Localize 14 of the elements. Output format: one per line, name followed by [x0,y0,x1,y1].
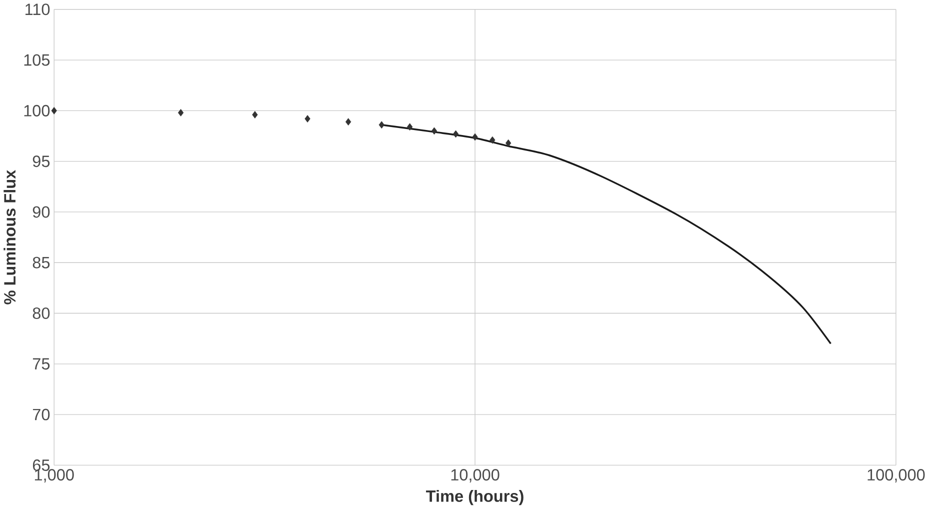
y-tick-label: 90 [32,206,50,218]
y-tick-label: 105 [24,54,50,66]
x-tick-label: 100,000 [868,469,925,483]
y-tick-label: 80 [32,308,50,320]
x-tick-label: 10,000 [451,469,500,483]
x-axis-title: Time (hours) [426,490,524,506]
y-tick-label: 70 [32,408,50,420]
x-tick-label: 1,000 [34,469,74,483]
y-tick-label: 85 [32,256,50,268]
y-tick-label: 75 [32,358,50,370]
y-tick-label: 110 [26,4,50,16]
y-tick-label: 95 [32,156,50,168]
y-axis-title: % Luminous Flux [4,170,16,304]
y-tick-label: 100 [24,105,50,117]
